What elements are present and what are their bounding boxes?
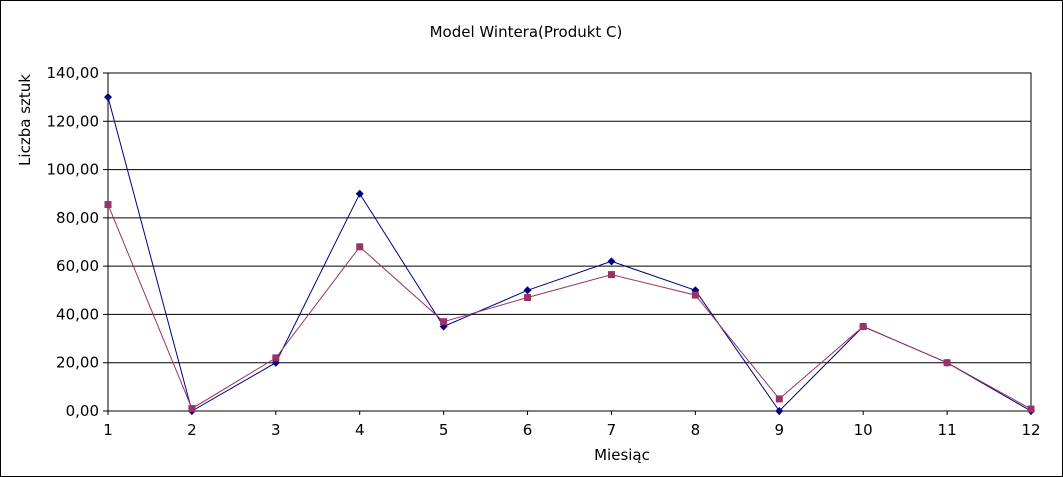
series-2-point <box>104 201 112 209</box>
y-axis-label: Liczba sztuk <box>16 74 34 166</box>
series-1-point <box>607 257 616 266</box>
y-tick-label: 40,00 <box>56 305 99 323</box>
chart-title: Model Wintera(Produkt C) <box>430 23 623 41</box>
series-markers <box>104 93 1035 415</box>
y-tick-label: 120,00 <box>47 112 100 130</box>
series-2-point <box>607 271 615 279</box>
series-2-point <box>691 291 699 299</box>
x-tick-label: 9 <box>774 421 784 439</box>
y-tick-label: 20,00 <box>56 354 99 372</box>
x-tick-label: 8 <box>691 421 701 439</box>
x-tick-label: 5 <box>439 421 449 439</box>
series-2-point <box>188 405 196 413</box>
x-tick-label: 1 <box>103 421 113 439</box>
x-tick-label: 11 <box>938 421 957 439</box>
series-2-point <box>272 354 280 362</box>
series-1-point <box>523 286 532 295</box>
x-tick-label: 2 <box>187 421 197 439</box>
x-tick-label: 10 <box>854 421 873 439</box>
y-tick-labels: 0,00 20,00 40,00 60,00 80,00 100,00 120,00 140,… <box>47 64 108 420</box>
series-1-point <box>775 407 784 415</box>
x-axis-label: Miesiąc <box>594 446 650 464</box>
y-tick-label: 100,00 <box>47 161 100 179</box>
series-1-point <box>104 93 112 102</box>
y-tick-label: 60,00 <box>56 257 99 275</box>
series-2-point <box>859 323 867 330</box>
x-tick-label: 12 <box>1021 421 1040 439</box>
x-tick-label: 3 <box>271 421 281 439</box>
gridlines <box>108 72 1031 412</box>
series-2-point <box>775 395 783 403</box>
y-tick-label: 140,00 <box>47 64 100 82</box>
series-2-point <box>524 294 532 302</box>
y-tick-label: 0,00 <box>66 402 99 420</box>
series-1-point <box>355 189 364 198</box>
y-tick-label: 80,00 <box>56 209 99 227</box>
series-2-point <box>440 318 448 326</box>
series-2-point <box>943 359 951 367</box>
x-tick-label: 6 <box>523 421 533 439</box>
x-tick-labels: 1 2 3 4 5 6 7 8 9 10 11 12 <box>103 411 1041 439</box>
series-lines <box>107 97 1032 412</box>
series-2-line <box>107 204 1032 410</box>
plot-area <box>107 72 1032 412</box>
x-tick-label: 4 <box>355 421 365 439</box>
x-tick-label: 7 <box>607 421 617 439</box>
series-2-point <box>1027 405 1035 413</box>
series-2-point <box>356 243 364 251</box>
series-1-line <box>107 97 1032 412</box>
